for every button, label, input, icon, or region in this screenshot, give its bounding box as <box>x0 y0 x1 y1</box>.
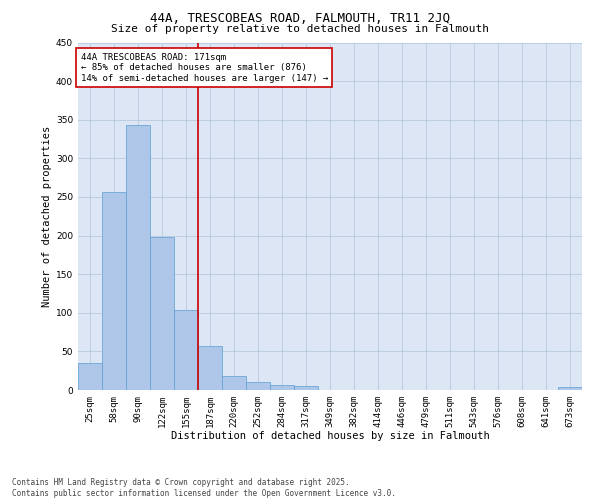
X-axis label: Distribution of detached houses by size in Falmouth: Distribution of detached houses by size … <box>170 432 490 442</box>
Bar <box>222 376 246 390</box>
Text: 44A TRESCOBEAS ROAD: 171sqm
← 85% of detached houses are smaller (876)
14% of se: 44A TRESCOBEAS ROAD: 171sqm ← 85% of det… <box>80 53 328 82</box>
Bar <box>150 237 174 390</box>
Bar <box>246 382 270 390</box>
Text: 44A, TRESCOBEAS ROAD, FALMOUTH, TR11 2JQ: 44A, TRESCOBEAS ROAD, FALMOUTH, TR11 2JQ <box>150 12 450 26</box>
Bar <box>126 125 150 390</box>
Bar <box>558 387 582 390</box>
Bar <box>174 310 198 390</box>
Text: Contains HM Land Registry data © Crown copyright and database right 2025.
Contai: Contains HM Land Registry data © Crown c… <box>12 478 396 498</box>
Y-axis label: Number of detached properties: Number of detached properties <box>42 126 52 307</box>
Text: Size of property relative to detached houses in Falmouth: Size of property relative to detached ho… <box>111 24 489 34</box>
Bar <box>78 363 102 390</box>
Bar <box>198 346 222 390</box>
Bar <box>102 192 126 390</box>
Bar <box>270 384 294 390</box>
Bar <box>294 386 318 390</box>
